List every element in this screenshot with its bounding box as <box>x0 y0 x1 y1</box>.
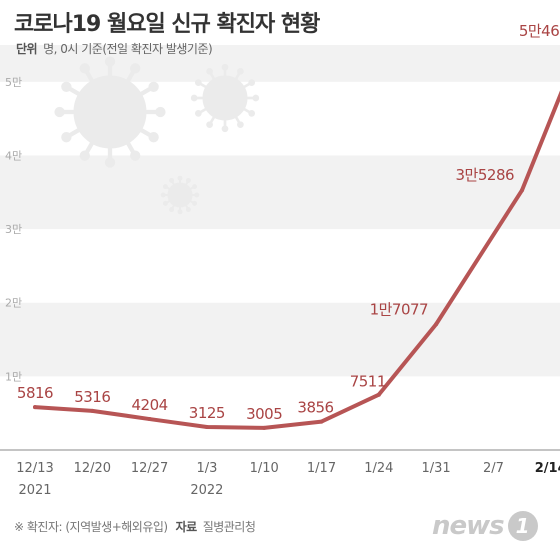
virus-spike-tip <box>237 121 244 129</box>
virus-icon-small <box>160 175 200 215</box>
data-point <box>376 392 381 397</box>
grid-band <box>0 45 560 82</box>
virus-spike-tip <box>194 192 200 198</box>
logo-badge: 1 <box>507 511 538 541</box>
y-tick-label: 2만 <box>5 297 22 310</box>
virus-spike-tip <box>169 177 175 183</box>
virus-spike-tip <box>79 150 90 161</box>
virus-spike-tip <box>169 207 175 213</box>
virus-spike-tip <box>162 200 168 206</box>
x-tick-label: 2/7 <box>483 461 504 476</box>
data-label: 3만5286 <box>456 166 515 184</box>
virus-spike-tip <box>185 177 191 183</box>
virus-illustration <box>54 56 260 215</box>
series-polyline <box>33 90 560 430</box>
x-tick-label: 1/10 <box>250 461 279 476</box>
virus-spike-tip <box>61 81 72 92</box>
data-label: 4204 <box>132 396 168 414</box>
x-tick-label: 1/17 <box>307 461 336 476</box>
virus-spike-tip <box>194 79 202 86</box>
source-text: 질병관리청 <box>202 520 256 534</box>
virus-spike-tip <box>194 110 202 117</box>
x-year-label: 2021 <box>18 483 51 498</box>
data-label: 3856 <box>297 399 333 417</box>
virus-spike-tip <box>252 94 260 102</box>
data-point <box>434 322 439 327</box>
data-label: 5만4619 <box>519 22 560 40</box>
unit-text: 명, 0시 기준(전일 확진자 발생기준) <box>43 42 213 56</box>
y-tick-label: 3만 <box>5 223 22 236</box>
y-tick-label: 5만 <box>5 76 22 89</box>
virus-spike-tip <box>237 67 244 75</box>
data-label: 1만7077 <box>370 300 429 318</box>
data-labels: 5816 5316 4204 3125 3005 3856 7511 1만7077 3만5286… <box>17 22 560 423</box>
virus-spike-tip <box>177 175 183 181</box>
data-label: 7511 <box>350 373 386 391</box>
series-line <box>33 90 560 430</box>
virus-icon-medium <box>190 63 260 133</box>
virus-spike-tip <box>190 94 198 102</box>
y-axis-ticks: 1만 2만 3만 4만 5만 <box>5 76 22 384</box>
data-point <box>204 424 209 429</box>
virus-spike-tip <box>248 110 256 117</box>
data-point <box>147 417 152 422</box>
grid-band <box>0 302 560 377</box>
logo-text: news <box>432 511 505 541</box>
virus-spike-tip <box>79 63 90 74</box>
footer: ※ 확진자: (지역발생+해외유입) 자료 질병관리청 <box>14 518 256 535</box>
data-label: 5816 <box>17 384 53 402</box>
unit-note: 단위 명, 0시 기준(전일 확진자 발생기준) <box>16 40 213 57</box>
virus-spike-tip <box>148 81 159 92</box>
virus-spike-tip <box>221 125 229 133</box>
y-tick-label: 4만 <box>5 149 22 162</box>
virus-spike-tip <box>130 150 141 161</box>
x-tick-label: 1/24 <box>364 461 393 476</box>
x-tick-label: 1/3 <box>196 461 217 476</box>
virus-spike-tip <box>148 132 159 143</box>
data-point <box>33 405 37 410</box>
virus-spike-tip <box>221 63 229 71</box>
x-tick-label: 1/31 <box>421 461 450 476</box>
virus-spike-tip <box>185 207 191 213</box>
virus-icon-large <box>54 56 166 168</box>
virus-spike-tip <box>248 79 256 86</box>
y-tick-label: 1만 <box>5 370 22 383</box>
x-year-label: 2022 <box>190 483 223 498</box>
virus-spike-tip <box>177 209 183 215</box>
data-point <box>90 408 95 413</box>
virus-spike-tip <box>130 63 141 74</box>
virus-spike-tip <box>61 132 72 143</box>
chart-title: 코로나19 월요일 신규 확진자 현황 <box>14 12 320 37</box>
x-tick-label: 12/27 <box>131 461 168 476</box>
virus-spike-tip <box>104 56 116 67</box>
unit-label: 단위 <box>16 42 38 56</box>
virus-spike-tip <box>54 106 65 118</box>
virus-spike-tip <box>160 192 166 198</box>
news1-logo: news 1 <box>432 509 538 543</box>
x-tick-label: 2/14 <box>535 461 560 476</box>
grid-band <box>0 155 560 230</box>
x-tick-label: 12/20 <box>74 461 111 476</box>
virus-spike-tip <box>192 200 198 206</box>
data-label: 3005 <box>246 405 282 423</box>
x-tick-label: 12/13 <box>16 461 53 476</box>
data-point <box>319 419 324 424</box>
virus-spike-tip <box>162 184 168 190</box>
source-label: 자료 <box>175 520 198 534</box>
data-point <box>520 188 525 193</box>
data-point <box>262 425 267 430</box>
virus-spike-tip <box>192 184 198 190</box>
virus-spike-tip <box>206 67 213 75</box>
data-label: 3125 <box>189 404 225 422</box>
virus-spike-tip <box>206 121 213 129</box>
footer-note: ※ 확진자: (지역발생+해외유입) <box>14 520 168 534</box>
grid-bands <box>0 45 560 377</box>
data-label: 5316 <box>74 388 110 406</box>
x-axis: 12/13 12/20 12/27 1/3 1/10 1/17 1/24 1/31 2/7 2/1… <box>0 449 560 498</box>
virus-spike-tip <box>155 106 166 118</box>
virus-spike-tip <box>104 157 116 168</box>
